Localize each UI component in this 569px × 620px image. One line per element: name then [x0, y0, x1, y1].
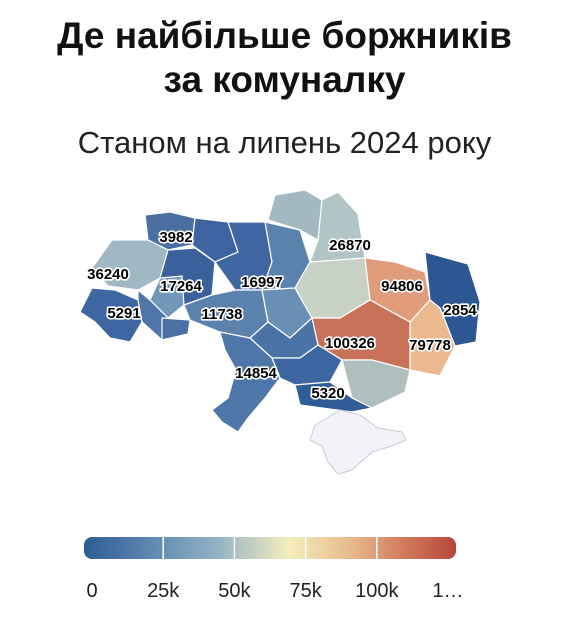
value-label-volyn: 3982 — [159, 229, 192, 246]
value-label-dnipro: 100326 — [325, 335, 375, 352]
legend-tick-label: 50k — [218, 580, 251, 602]
legend-ticks: 0 25k 50k 75k 100k 1… — [86, 537, 464, 602]
legend-tick-label: 100k — [355, 580, 399, 602]
region-crimea — [309, 409, 407, 475]
region-odesa — [211, 331, 281, 433]
value-label-zakarpattia: 5291 — [107, 305, 140, 322]
title-line-2: за комуналку — [163, 59, 406, 100]
region-zakarpattia — [79, 287, 143, 343]
legend-tick-label: 75k — [289, 580, 322, 602]
region-chernivtsi — [161, 317, 191, 341]
chart-subtitle: Станом на липень 2024 року — [77, 125, 492, 160]
legend-color-bar — [84, 537, 456, 559]
chart-title: Де найбільше боржників за комуналку — [0, 14, 569, 102]
value-label-luhansk: 2854 — [443, 302, 477, 319]
value-label-kherson: 5320 — [311, 385, 344, 402]
legend-tick-label: 1… — [432, 580, 463, 602]
legend-tick-label: 25k — [147, 580, 180, 602]
region-kherson — [294, 381, 374, 413]
title-line-1: Де найбільше боржників — [57, 15, 512, 56]
value-label-odesa: 14854 — [235, 365, 277, 382]
region-mykolaiv — [271, 344, 343, 386]
region-lviv — [91, 239, 169, 291]
map-regions — [79, 189, 481, 475]
value-label-sumy: 26870 — [329, 237, 371, 254]
value-label-khmelnytskyi: 17264 — [160, 278, 202, 295]
legend-tick-label: 0 — [86, 580, 97, 602]
value-label-lviv: 36240 — [87, 266, 129, 283]
value-label-kharkiv: 94806 — [381, 278, 423, 295]
value-label-vinnytsia: 11738 — [202, 306, 243, 323]
value-label-donetsk: 79778 — [409, 337, 451, 354]
map-value-labels: 3982 36240 5291 17264 16997 11738 26870 94806 28… — [86, 227, 479, 403]
value-label-zhytomyr: 16997 — [241, 274, 283, 291]
